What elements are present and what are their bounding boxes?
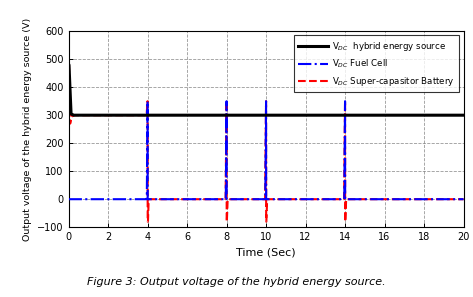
V$_{DC}$ Fuel Cell (396, 198, 402, 201)
V$_{DC}$ Super-capasitor Battery (401, 198, 406, 201)
V$_{DC}$ Super-capasitor Battery (66, 63, 71, 67)
Text: Figure 3: Output voltage of the hybrid energy source.: Figure 3: Output voltage of the hybrid e… (87, 277, 386, 287)
V$_{DC}$  hybrid energy source (165, 113, 171, 117)
Y-axis label: Output voltage of the hybrid energy source (V): Output voltage of the hybrid energy sour… (23, 18, 32, 241)
V$_{DC}$ Fuel Cell (401, 198, 406, 201)
V$_{DC}$  hybrid energy source (175, 113, 180, 117)
V$_{DC}$ Super-capasitor Battery (175, 198, 180, 201)
V$_{DC}$ Fuel Cell (175, 198, 180, 201)
Legend: V$_{DC}$  hybrid energy source, V$_{DC}$ Fuel Cell, V$_{DC}$ Super-capasitor Bat: V$_{DC}$ hybrid energy source, V$_{DC}$ … (294, 35, 459, 92)
V$_{DC}$ Fuel Cell (165, 198, 171, 201)
Line: V$_{DC}$ Fuel Cell: V$_{DC}$ Fuel Cell (69, 101, 464, 199)
V$_{DC}$ Fuel Cell (145, 99, 150, 103)
V$_{DC}$ Fuel Cell (461, 198, 466, 201)
X-axis label: Time (Sec): Time (Sec) (236, 248, 296, 257)
V$_{DC}$  hybrid energy source (396, 113, 402, 117)
V$_{DC}$ Super-capasitor Battery (145, 220, 150, 223)
Line: V$_{DC}$ Super-capasitor Battery: V$_{DC}$ Super-capasitor Battery (69, 65, 464, 222)
V$_{DC}$ Super-capasitor Battery (217, 198, 223, 201)
V$_{DC}$ Super-capasitor Battery (165, 198, 171, 201)
V$_{DC}$  hybrid energy source (66, 63, 71, 67)
V$_{DC}$ Super-capasitor Battery (461, 198, 466, 201)
V$_{DC}$ Fuel Cell (414, 198, 420, 201)
Line: V$_{DC}$  hybrid energy source: V$_{DC}$ hybrid energy source (69, 65, 464, 115)
V$_{DC}$ Fuel Cell (66, 198, 71, 201)
V$_{DC}$  hybrid energy source (70, 113, 76, 117)
V$_{DC}$  hybrid energy source (217, 113, 223, 117)
V$_{DC}$  hybrid energy source (461, 113, 466, 117)
V$_{DC}$ Fuel Cell (217, 198, 223, 201)
V$_{DC}$  hybrid energy source (414, 113, 420, 117)
V$_{DC}$ Super-capasitor Battery (414, 198, 420, 201)
V$_{DC}$ Super-capasitor Battery (396, 198, 402, 201)
V$_{DC}$  hybrid energy source (401, 113, 406, 117)
